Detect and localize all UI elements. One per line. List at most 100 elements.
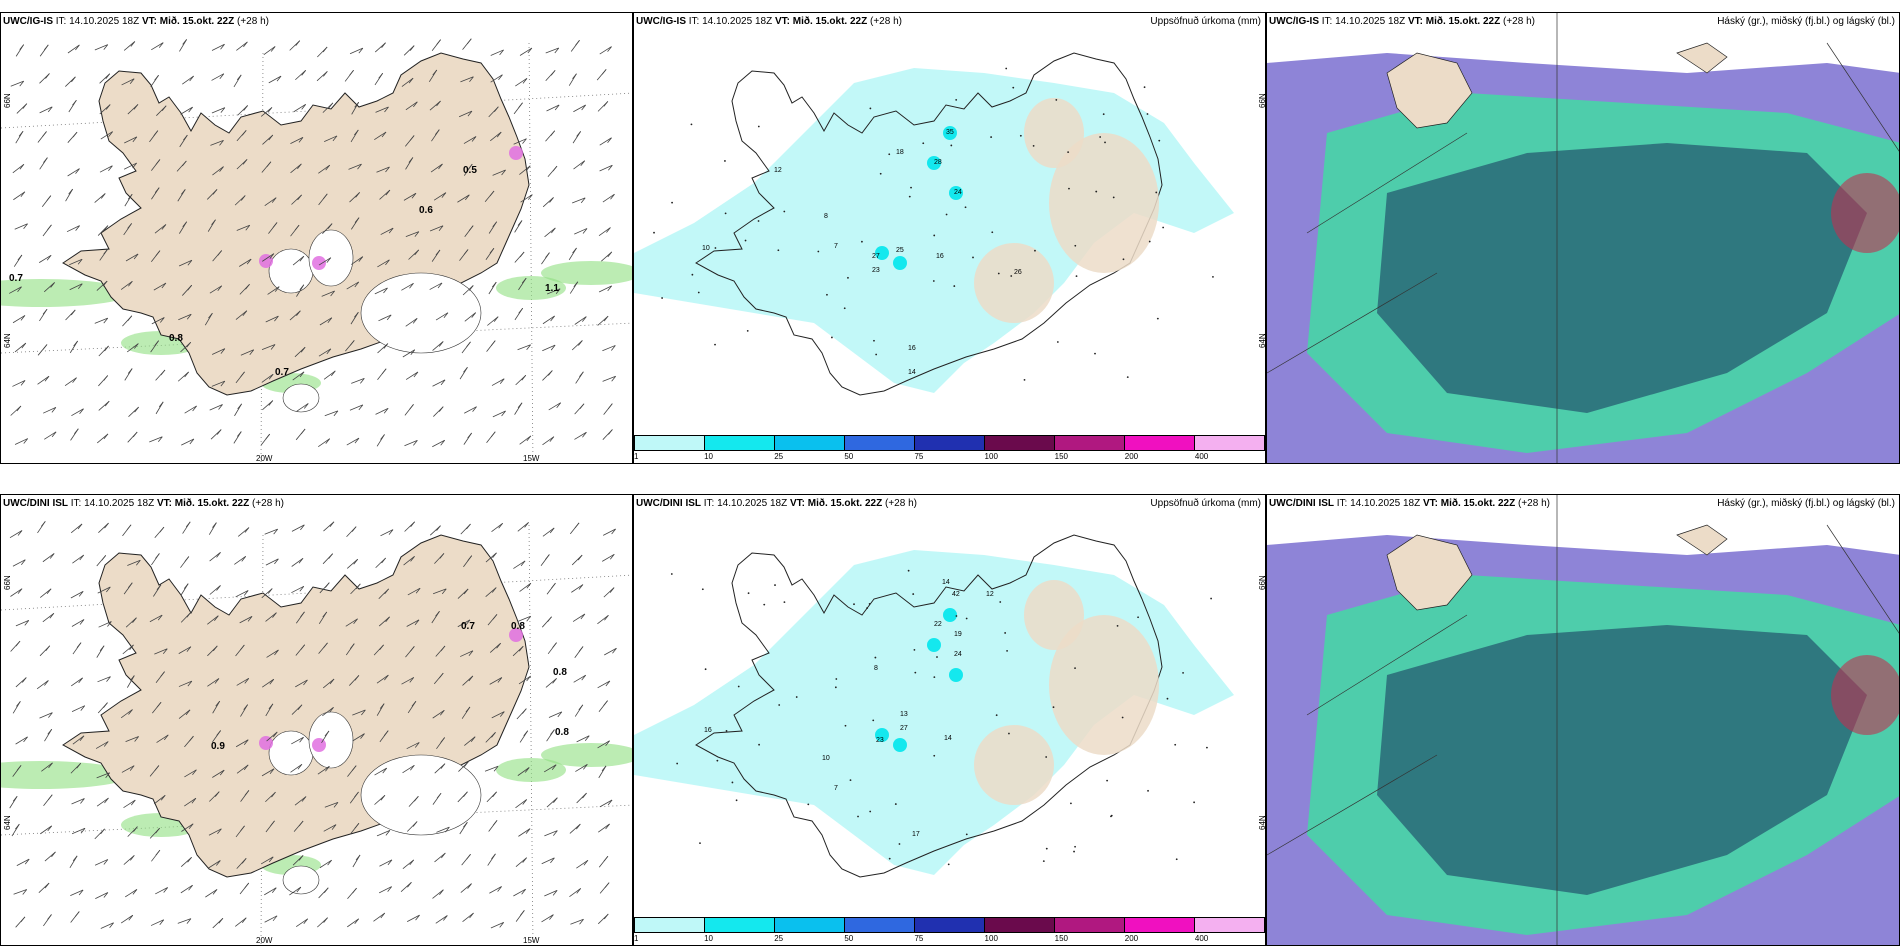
wind-barb — [322, 707, 334, 717]
wind-barb-feather — [381, 557, 386, 564]
colorbar-tick-label: 100 — [984, 452, 998, 461]
wind-barb — [70, 677, 83, 687]
wind-barb-feather — [385, 189, 391, 196]
wind-barb-feather — [270, 820, 275, 827]
wind-barb-feather — [549, 914, 554, 920]
panel-wind-top: UWC/IG-IS IT: 14.10.2025 18Z VT: Mið. 15… — [0, 12, 633, 464]
wind-barb-feather — [212, 189, 218, 195]
wind-barb-feather — [101, 555, 107, 561]
valid-time: VT: Mið. 15.okt. 22Z — [156, 498, 250, 509]
wind-barb-feather — [44, 680, 49, 686]
wind-barb — [602, 193, 615, 203]
wind-barb-feather — [243, 590, 249, 596]
wind-barb-feather — [162, 648, 168, 654]
wind-barb-feather — [135, 560, 141, 566]
wind-barb-feather — [159, 919, 165, 925]
model-name: UWC/DINI ISL — [636, 498, 701, 509]
wind-barb-feather — [550, 70, 556, 76]
wind-barb-feather — [582, 228, 588, 234]
lead-time: (+28 h) — [1503, 16, 1535, 27]
precip-value: 25 — [896, 247, 904, 254]
wind-barb — [515, 78, 528, 87]
wind-barb-feather — [72, 99, 77, 106]
valid-time: VT: Mið. 15.okt. 22Z — [789, 498, 883, 509]
wind-barb — [14, 438, 28, 445]
wind-barb — [576, 735, 590, 743]
wind-barb — [460, 76, 474, 83]
wind-barb-feather — [388, 227, 394, 234]
wind-barb-feather — [108, 165, 113, 171]
wind-barb-feather — [603, 913, 609, 920]
wind-barb-feather — [79, 554, 85, 561]
wind-speed-patch — [541, 261, 632, 285]
wind-barb-feather — [549, 197, 554, 203]
precip-value: 23 — [876, 737, 884, 744]
wind-barb-feather — [299, 736, 304, 743]
value-marker — [1056, 341, 1059, 343]
wind-barb — [598, 227, 611, 236]
value-marker — [1052, 706, 1055, 709]
wind-barb — [184, 405, 197, 414]
value-marker — [868, 602, 871, 605]
wind-barb-feather — [220, 348, 226, 354]
wind-barb-feather — [581, 674, 587, 681]
value-marker — [1122, 258, 1125, 261]
wind-barb — [292, 255, 305, 266]
wind-barb — [177, 371, 189, 382]
wind-barb-feather — [158, 42, 164, 48]
wind-barb-feather — [356, 583, 361, 590]
wind-barb — [12, 559, 26, 567]
value-marker — [872, 719, 875, 722]
colorbar-tick-label: 400 — [1194, 452, 1209, 461]
wind-barb-feather — [545, 554, 550, 560]
wind-barb-feather — [497, 886, 502, 892]
wind-barb-feather — [17, 530, 23, 536]
wind-barb-feather — [499, 922, 505, 928]
wind-barb — [346, 558, 358, 569]
wind-barb-feather — [436, 792, 442, 799]
wind-barb — [379, 859, 393, 867]
colorbar-tick-label: 200 — [1124, 934, 1139, 943]
precip-value: 16 — [704, 727, 712, 734]
wind-barb-feather — [323, 71, 328, 77]
wind-barb-feather — [554, 47, 560, 54]
wind-speed-patch — [541, 743, 632, 767]
wind-barb-feather — [325, 582, 330, 588]
wind-barb-feather — [523, 730, 529, 736]
wind-barb-feather — [323, 917, 328, 923]
value-marker — [697, 291, 700, 294]
wind-barb-feather — [524, 767, 530, 773]
model-name: UWC/DINI ISL — [3, 498, 68, 509]
wind-barb-feather — [441, 192, 447, 198]
precip-value: 10 — [702, 245, 710, 252]
wind-barb — [14, 342, 27, 353]
wind-barb-feather — [50, 282, 55, 288]
wind-barb-feather — [550, 729, 555, 735]
wind-barb-feather — [468, 650, 474, 656]
wind-barb-feather — [214, 615, 219, 621]
wind-barb — [517, 615, 531, 622]
wind-barb-feather — [552, 678, 557, 684]
wind-barb-feather — [607, 137, 612, 143]
wind-barb — [265, 558, 279, 566]
value-marker — [914, 671, 917, 674]
wind-barb-feather — [183, 134, 188, 141]
value-marker — [817, 250, 820, 253]
value-marker — [972, 256, 974, 259]
wind-barb — [10, 80, 24, 87]
wind-barb-feather — [185, 521, 191, 528]
wind-barb-feather — [358, 404, 364, 411]
wind-barb — [432, 439, 445, 448]
wind-barb-feather — [300, 611, 305, 618]
wind-barb-feather — [354, 129, 359, 136]
wind-barb-feather — [271, 197, 277, 203]
wind-barb-feather — [271, 887, 277, 893]
wind-barb-feather — [217, 285, 223, 292]
wind-barb — [96, 797, 109, 807]
precip-value: 28 — [934, 159, 942, 166]
wind-barb-feather — [24, 858, 30, 865]
wind-barb-feather — [491, 587, 497, 593]
wind-barb-feather — [105, 73, 111, 79]
precip-title: Uppsöfnuð úrkoma (mm) — [1150, 498, 1261, 509]
wind-barb-feather — [21, 677, 27, 683]
